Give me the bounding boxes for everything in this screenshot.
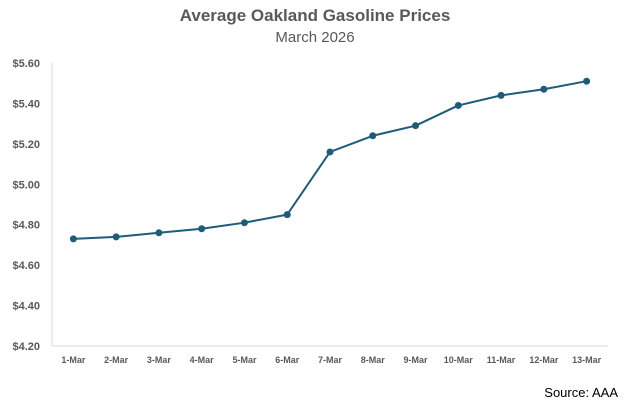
x-tick-label: 3-Mar (147, 355, 172, 365)
x-tick-label: 12-Mar (529, 355, 559, 365)
y-tick-label: $4.40 (12, 301, 40, 313)
data-point (112, 233, 120, 241)
data-point (198, 225, 206, 233)
y-tick-label: $4.80 (12, 220, 40, 232)
x-tick-label: 10-Mar (444, 355, 474, 365)
data-point (369, 132, 377, 140)
data-point (240, 219, 248, 227)
x-tick-label: 1-Mar (61, 355, 86, 365)
y-tick-label: $5.20 (12, 139, 40, 151)
x-tick-label: 8-Mar (361, 355, 386, 365)
x-tick-label: 13-Mar (572, 355, 602, 365)
y-tick-label: $5.00 (12, 179, 40, 191)
chart-subtitle: March 2026 (275, 29, 355, 46)
data-point (454, 101, 462, 109)
y-tick-label: $4.60 (12, 260, 40, 272)
data-point (326, 148, 334, 156)
y-tick-label: $4.20 (12, 341, 40, 353)
data-point (497, 91, 505, 99)
x-tick-label: 11-Mar (487, 355, 516, 365)
x-tick-label: 9-Mar (404, 355, 429, 365)
x-tick-label: 7-Mar (318, 355, 343, 365)
x-tick-label: 2-Mar (104, 355, 129, 365)
chart-title: Average Oakland Gasoline Prices (179, 6, 451, 25)
data-point (69, 235, 77, 243)
data-point (283, 211, 291, 219)
data-point (583, 77, 591, 85)
x-tick-label: 5-Mar (232, 355, 257, 365)
y-tick-label: $5.40 (12, 98, 40, 110)
source-note: Source: AAA (544, 385, 618, 400)
data-point (412, 122, 420, 130)
data-point (540, 85, 548, 93)
x-tick-label: 4-Mar (190, 355, 215, 365)
series-line (73, 80, 587, 240)
x-tick-label: 6-Mar (275, 355, 300, 365)
data-point (155, 229, 163, 237)
y-tick-label: $5.60 (12, 58, 40, 70)
